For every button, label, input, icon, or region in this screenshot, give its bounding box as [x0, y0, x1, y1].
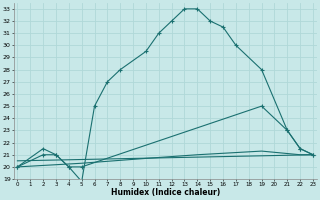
X-axis label: Humidex (Indice chaleur): Humidex (Indice chaleur) [111, 188, 220, 197]
